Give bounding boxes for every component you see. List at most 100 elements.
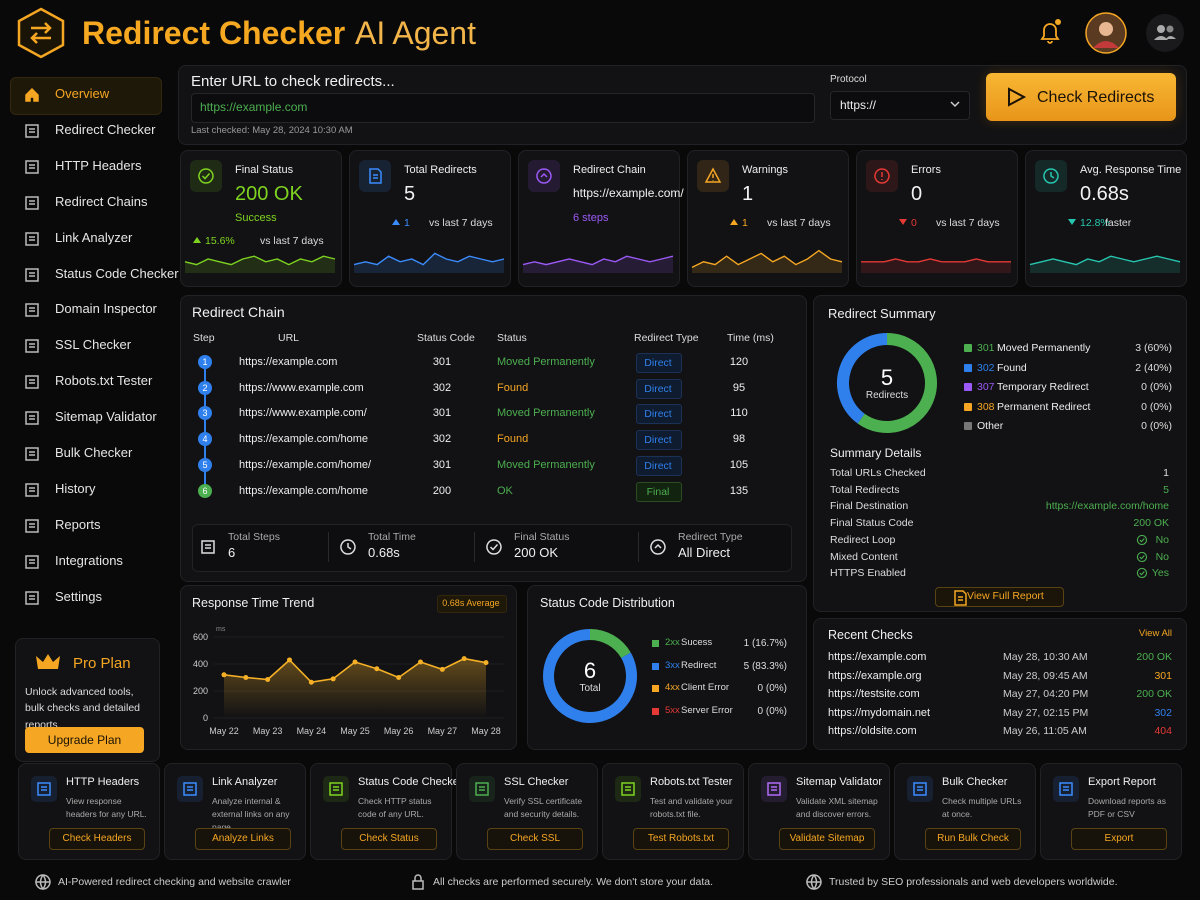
recent-status: 200 OK [1136,651,1172,663]
check-button-label[interactable]: Check Redirects [1037,89,1155,106]
check-shape [1136,551,1147,562]
y-tick-label: 600 [193,632,208,642]
icon-shape [412,874,424,890]
legend-swatch [964,422,972,430]
trend-chart: ms 0 200 400 600 May 22 May 23 May 24 May 25 May … [193,626,504,736]
logo-arrows [30,22,52,44]
nav-item[interactable]: Overview [55,86,110,101]
chain-time: 95 [732,381,746,394]
tool-button[interactable]: Test Robots.txt [633,828,729,850]
icon [704,167,722,183]
report-button[interactable] [935,587,1064,607]
icon-shape [198,168,214,184]
nav-item[interactable]: Bulk Checker [55,445,133,460]
detail-value: 5 [1163,483,1169,496]
sparkline-area [692,250,842,273]
tool-text: Download reports as PDF or CSV [1088,796,1166,820]
nav-item[interactable]: Settings [55,588,102,604]
legend-value: 0 (0%) [757,683,787,695]
icon [913,782,927,796]
tool-button[interactable]: Check SSL [487,828,583,850]
stat-label: Warnings [742,164,789,176]
chain-code: 302 [432,433,452,446]
x-tick-label: May 23 [253,726,283,736]
tool-button[interactable]: Analyze Links [195,828,291,850]
view-all-link[interactable]: View All [1138,628,1172,639]
panel-title: Redirect Chain [192,304,285,320]
tool-button[interactable]: Export [1071,828,1167,850]
panel-title: Redirect Summary [828,306,936,321]
x-tick-label: May 22 [209,726,239,736]
x-tick-label: May 27 [428,726,458,736]
bell-icon[interactable] [1038,19,1062,46]
nav-item[interactable]: Status Code Checker [55,265,179,281]
protocol-select[interactable] [830,91,970,120]
tool-button[interactable]: Check Headers [49,828,145,850]
sparkline [353,252,505,273]
icon-shape [25,231,39,246]
stat-change: 12.8% [1080,217,1110,229]
icon-shape [1043,168,1059,184]
chain-code: 301 [432,356,452,368]
nav-item[interactable]: Domain Inspector [55,301,157,317]
legend-name: Moved Permanently [997,342,1091,354]
chain-status: Moved Permanently [497,356,595,368]
nav-item[interactable]: SSL Checker [55,337,132,353]
nav-item[interactable]: Robots.txt Tester [55,373,153,389]
nav-item[interactable]: Redirect Checker [55,121,156,137]
icon [25,124,39,138]
tool-button[interactable]: Run Bulk Check [925,828,1021,850]
avatar[interactable] [1085,12,1127,54]
icon-shape [486,539,502,555]
status-donut [543,629,637,723]
tool-text: Validate XML sitemap and discover errors… [796,796,878,820]
column-header: Step [193,332,215,344]
nav-item[interactable]: HTTP Headers [55,157,142,173]
chain-code: 200 [432,484,452,497]
icon-shape [201,540,215,554]
step-dot [198,380,212,395]
icon-shape [340,539,356,555]
icon-shape [1059,782,1073,796]
icon-shape [25,483,39,497]
url-input[interactable] [191,93,815,123]
footer-text: AI-Powered redirect checking and website… [58,876,291,888]
x-tick-label: May 26 [384,726,414,736]
x-tick-label: May 24 [297,726,327,736]
upgrade-button[interactable]: Upgrade Plan [25,727,144,753]
recent-url: https://example.org [828,669,922,682]
tool-title: Export Report [1088,776,1156,788]
nav-item[interactable]: Redirect Chains [55,193,148,209]
trend-point [374,666,380,672]
protocol-value: https:// [840,98,877,112]
check-button[interactable] [986,73,1176,121]
nav-item[interactable]: Integrations [55,552,123,568]
tool-button[interactable]: Check Status [341,828,437,850]
step-dot [198,483,212,498]
report-button-label[interactable]: View Full Report [967,590,1044,602]
tool-text: Verify SSL certificate and security deta… [504,796,583,820]
nav-item[interactable]: Reports [55,516,101,532]
legend-code: 3xx [665,659,680,671]
nav-item[interactable]: Sitemap Validator [55,409,157,425]
pro-text: Unlock advanced tools, bulk checks and d… [25,686,140,731]
icon-shape [475,782,489,796]
detail-label: Final Destination [830,500,909,513]
tool-icon-bg [177,776,203,802]
tool-button[interactable]: Validate Sitemap [779,828,875,850]
recent-date: May 27, 04:20 PM [1003,688,1089,700]
icon [25,447,39,461]
trend-arrow [392,219,400,225]
sparkline-area [861,259,1011,273]
tool-icon-bg [323,776,349,802]
recent-date: May 26, 11:05 AM [1003,725,1087,737]
nav-item[interactable]: History [55,480,96,496]
nav-item[interactable]: Link Analyzer [55,229,133,245]
divider [474,532,475,562]
users-button[interactable] [1145,13,1185,53]
check-shape [1136,534,1147,545]
last-checked: Last checked: May 28, 2024 10:30 AM [191,125,353,136]
trend-point [418,659,423,665]
trend-arrow [730,219,738,225]
step-number: 5 [202,459,208,470]
